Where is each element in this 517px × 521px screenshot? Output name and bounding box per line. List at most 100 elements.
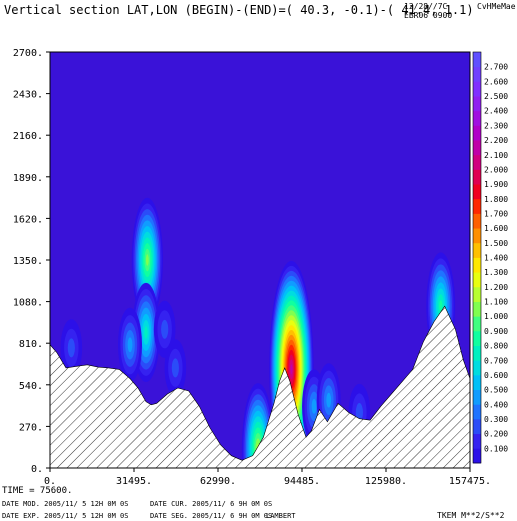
colorbar-label: 0.200: [484, 430, 508, 439]
tke-band: [144, 326, 148, 339]
y-tick-label: 0.: [31, 464, 43, 475]
y-tick-label: 1350.: [13, 256, 43, 267]
colorbar-swatch: [473, 242, 481, 258]
colorbar-label: 1.500: [484, 239, 508, 248]
colorbar-label: 0.900: [484, 327, 508, 336]
colorbar-label: 0.400: [484, 400, 508, 409]
colorbar-swatch: [473, 272, 481, 288]
colorbar: 0.100 0.200 0.300 0.400 0.500 0.600 0.700 0.800…: [472, 51, 508, 464]
right-tag: CvHMeMae: [477, 2, 516, 11]
footer-date-cur: DATE CUR. 2005/11/ 6 9H 0M 0S: [150, 500, 272, 508]
colorbar-swatch: [473, 213, 481, 229]
y-tick-label: 1620.: [13, 214, 43, 225]
x-tick-label: 62990.: [200, 476, 236, 487]
colorbar-label: 2.200: [484, 136, 508, 145]
colorbar-label: 2.000: [484, 165, 508, 174]
colorbar-label: 2.400: [484, 107, 508, 116]
chart-title: Vertical section LAT,LON (BEGIN)-(END)=(…: [4, 3, 474, 17]
colorbar-swatch: [473, 96, 481, 112]
tke-band: [67, 338, 75, 358]
tke-band: [145, 254, 149, 266]
colorbar-label: 2.100: [484, 151, 508, 160]
colorbar-label: 1.900: [484, 180, 508, 189]
colorbar-label: 1.800: [484, 195, 508, 204]
y-axis: 0. 270. 540. 810. 1080. 1350. 1620. 1890. 2160. 2…: [13, 48, 50, 475]
colorbar-swatch: [473, 316, 481, 332]
colorbar-label: 2.300: [484, 121, 508, 130]
x-axis: 0. 31495. 62990. 94485. 125980. 157475.: [44, 468, 491, 487]
colorbar-label: 0.600: [484, 371, 508, 380]
model-run: EBR06 0900: [404, 11, 452, 20]
colorbar-swatch: [473, 228, 481, 244]
colorbar-swatch: [473, 52, 481, 68]
footer-projection: LAMBERT: [266, 512, 296, 520]
colorbar-swatch: [473, 198, 481, 214]
tke-maximum-10: [60, 319, 83, 377]
colorbar-swatch: [473, 418, 481, 435]
tke-maximum-0: [131, 197, 163, 323]
tke-maximum-2: [118, 307, 143, 382]
colorbar-swatch: [473, 286, 481, 302]
tke-contours: [60, 197, 456, 468]
y-tick-label: 2430.: [13, 90, 43, 101]
tke-band: [127, 337, 133, 353]
colorbar-label: 1.700: [484, 210, 508, 219]
colorbar-swatch: [473, 433, 481, 449]
tke-band: [290, 364, 293, 375]
footer-time: TIME = 75600.: [2, 486, 72, 496]
y-tick-label: 2160.: [13, 131, 43, 142]
colorbar-label: 0.500: [484, 386, 508, 395]
colorbar-label: 0.300: [484, 415, 508, 424]
colorbar-swatch: [473, 140, 481, 156]
colorbar-swatch: [473, 184, 481, 200]
colorbar-swatch: [473, 404, 481, 420]
terrain-profile: [50, 305, 470, 468]
footer-date-seg: DATE SEG. 2005/11/ 6 9H 0M 0S: [150, 512, 272, 520]
colorbar-swatch: [473, 330, 481, 346]
colorbar-swatch: [473, 110, 481, 126]
colorbar-label: 1.600: [484, 224, 508, 233]
colorbar-swatch: [473, 389, 481, 405]
colorbar-swatch: [473, 66, 481, 82]
y-tick-label: 810.: [19, 339, 43, 350]
colorbar-swatch: [473, 345, 481, 361]
colorbar-swatch: [473, 81, 481, 97]
colorbar-swatch: [473, 360, 481, 376]
footer-date-mod: DATE MOD. 2005/11/ 5 12H 0M 0S: [2, 500, 128, 508]
tke-band: [161, 319, 169, 339]
colorbar-label: 2.500: [484, 92, 508, 101]
footer-date-exp: DATE EXP. 2005/11/ 5 12H 0M 0S: [2, 512, 128, 520]
colorbar-swatch: [473, 169, 481, 185]
colorbar-label: 1.400: [484, 254, 508, 263]
colorbar-swatch: [473, 374, 481, 391]
footer-field-units: TKEM M**2/S**2: [437, 511, 505, 520]
colorbar-label: 0.100: [484, 444, 508, 453]
colorbar-frame: [472, 51, 482, 464]
date-code: 12/28//7C: [404, 2, 448, 11]
y-tick-label: 270.: [19, 422, 43, 433]
tke-band: [311, 398, 317, 414]
x-tick-label: 0.: [44, 476, 56, 487]
colorbar-swatch: [473, 125, 481, 141]
x-tick-label: 157475.: [449, 476, 491, 487]
tke-band: [439, 300, 443, 313]
colorbar-label: 1.300: [484, 268, 508, 277]
tke-band: [355, 403, 363, 423]
colorbar-label: 0.800: [484, 342, 508, 351]
colorbar-swatch: [473, 301, 481, 317]
tke-maximum-11: [164, 339, 187, 397]
colorbar-label: 2.600: [484, 77, 508, 86]
colorbar-label: 1.200: [484, 283, 508, 292]
colorbar-label: 1.100: [484, 298, 508, 307]
tke-maximum-4: [269, 261, 314, 468]
x-tick-label: 94485.: [284, 476, 320, 487]
y-tick-label: 2700.: [13, 48, 43, 59]
tke-band: [326, 392, 332, 408]
y-tick-label: 1890.: [13, 173, 43, 184]
colorbar-swatch: [473, 154, 481, 170]
y-tick-label: 1080.: [13, 298, 43, 309]
x-tick-label: 125980.: [365, 476, 407, 487]
tke-band: [171, 358, 179, 378]
colorbar-swatch: [473, 257, 481, 273]
